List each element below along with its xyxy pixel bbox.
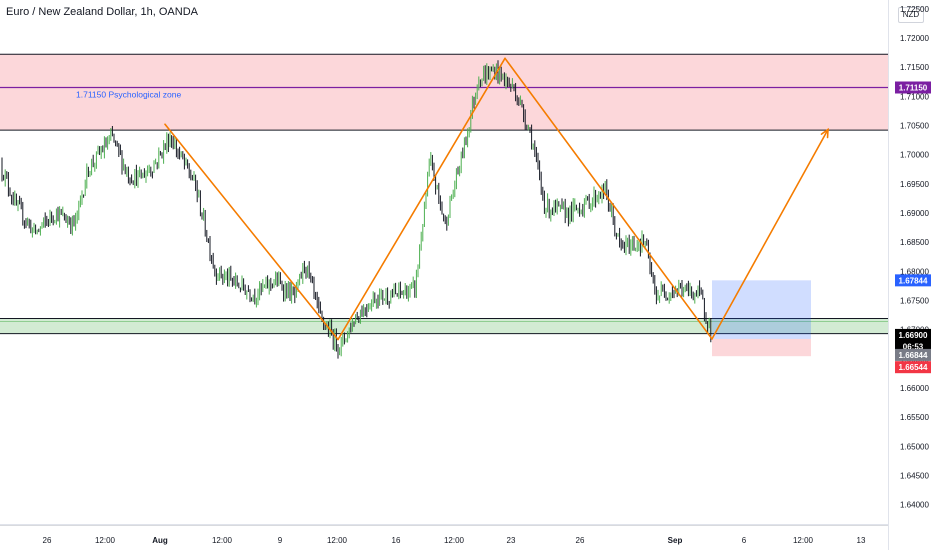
price-tick-label: 1.69000 bbox=[900, 209, 929, 218]
price-tag bbox=[895, 361, 931, 374]
currency-button[interactable]: NZD bbox=[898, 7, 924, 23]
price-tick-label: 1.69500 bbox=[900, 180, 929, 189]
time-tick-label: 13 bbox=[857, 536, 866, 545]
price-tag bbox=[895, 348, 931, 361]
chart-title: Euro / New Zealand Dollar, 1h, OANDA bbox=[6, 6, 198, 18]
price-tag-label: 1.71150 bbox=[899, 84, 928, 93]
price-tag bbox=[895, 81, 931, 94]
price-tick-label: 1.71000 bbox=[900, 92, 929, 101]
support-zone bbox=[0, 318, 888, 334]
time-tick-label: 6 bbox=[742, 536, 747, 545]
time-tick-label: 9 bbox=[278, 536, 283, 545]
price-tag-label: 1.66844 bbox=[899, 351, 928, 360]
pattern-leg[interactable] bbox=[164, 123, 339, 341]
price-tag bbox=[895, 328, 931, 341]
time-tick-label: Sep bbox=[668, 536, 683, 545]
time-tick-label: 26 bbox=[576, 536, 585, 545]
pattern-leg[interactable] bbox=[711, 128, 829, 340]
price-tag-label: 1.66900 bbox=[899, 331, 928, 340]
price-tick-label: 1.65500 bbox=[900, 413, 929, 422]
time-tick-label: Aug bbox=[152, 536, 168, 545]
price-tick-label: 1.64000 bbox=[900, 501, 929, 510]
price-tick-label: 1.72500 bbox=[900, 5, 929, 14]
pattern-arrowhead bbox=[820, 127, 829, 139]
price-tick-label: 1.72000 bbox=[900, 34, 929, 43]
price-tick-label: 1.71500 bbox=[900, 63, 929, 72]
price-tick-label: 1.68500 bbox=[900, 238, 929, 247]
time-tick-label: 12:00 bbox=[212, 536, 233, 545]
price-tick-label: 1.64500 bbox=[900, 471, 929, 480]
price-tick-label: 1.66000 bbox=[900, 384, 929, 393]
pattern-leg[interactable] bbox=[504, 57, 713, 340]
time-tick-label: 12:00 bbox=[444, 536, 465, 545]
position-stop-zone[interactable] bbox=[712, 338, 811, 357]
price-tag bbox=[895, 274, 931, 287]
price-tick-label: 1.70000 bbox=[900, 151, 929, 160]
time-tick-label: 12:00 bbox=[793, 536, 814, 545]
resistance-zone bbox=[0, 54, 888, 131]
time-tick-label: 16 bbox=[392, 536, 401, 545]
time-tick-label: 23 bbox=[507, 536, 516, 545]
position-target-zone[interactable] bbox=[712, 280, 811, 339]
price-tick-label: 1.70500 bbox=[900, 121, 929, 130]
price-tick-label: 1.68000 bbox=[900, 267, 929, 276]
price-tag-label: 1.67844 bbox=[899, 276, 928, 285]
price-tick-label: 1.65000 bbox=[900, 442, 929, 451]
time-tick-label: 26 bbox=[43, 536, 52, 545]
psychological-zone-label: 1.71150 Psychological zone bbox=[76, 90, 181, 100]
price-tag-label: 1.66544 bbox=[899, 363, 928, 372]
time-tick-label: 12:00 bbox=[327, 536, 348, 545]
pattern-leg[interactable] bbox=[337, 57, 506, 341]
price-tag-label: 06:53 bbox=[903, 342, 924, 351]
price-tick-label: 1.67500 bbox=[900, 296, 929, 305]
time-tick-label: 12:00 bbox=[95, 536, 116, 545]
